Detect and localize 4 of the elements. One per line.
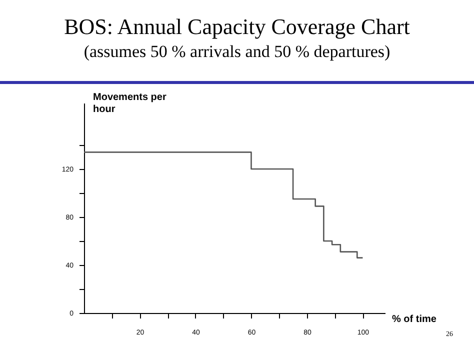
chart-title: BOS: Annual Capacity Coverage Chart: [63, 14, 411, 40]
chart-subtitle: (assumes 50 % arrivals and 50 % departures): [82, 42, 392, 62]
y-axis-title: Movements per hour: [93, 92, 168, 116]
x-axis-title: % of time: [392, 314, 436, 325]
